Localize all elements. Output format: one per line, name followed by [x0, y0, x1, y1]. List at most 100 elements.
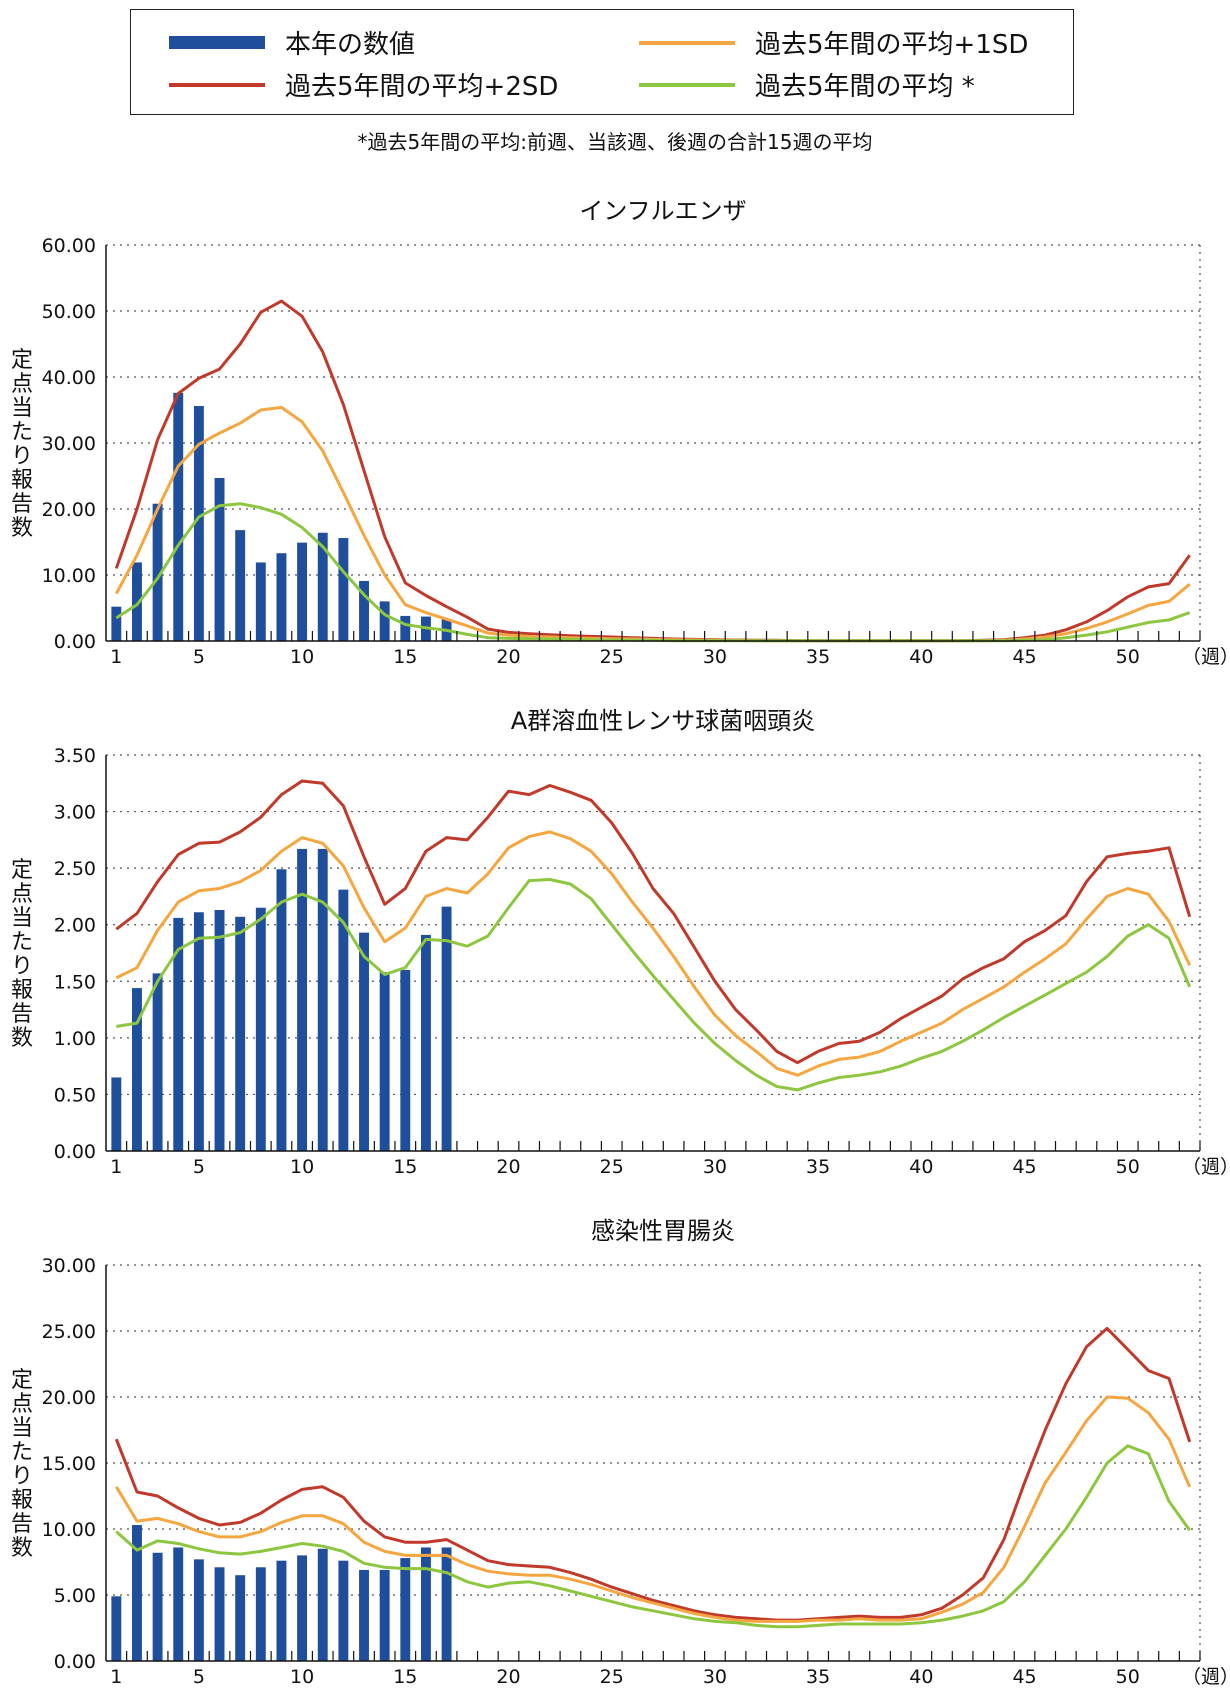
y-tick-label: 50.00 [42, 301, 96, 323]
y-tick-label: 0.50 [54, 1084, 96, 1106]
bar [255, 1567, 266, 1661]
x-tick-label: 50 [1116, 1156, 1140, 1178]
x-tick-label: 25 [600, 646, 624, 668]
x-tick-label: 1 [110, 1666, 122, 1688]
y-tick-label: 20.00 [42, 499, 96, 521]
y-axis-label: 定点当たり報告数 [11, 348, 33, 541]
chart-title: インフルエンザ [579, 197, 746, 225]
y-tick-label: 10.00 [42, 1519, 96, 1541]
chart-2: A群溶血性レンサ球菌咽頭炎 0.00 0.50 1.00 1.50 2.00 2.50 3.0… [11, 707, 1230, 1178]
x-tick-label: 40 [909, 1156, 933, 1178]
x-tick-label: 30 [703, 1156, 727, 1178]
y-tick-label: 0.00 [54, 1141, 96, 1163]
bar [441, 1547, 452, 1661]
bar [214, 477, 225, 641]
legend-label: 過去5年間の平均 * [755, 72, 975, 102]
x-tick-label: 30 [703, 1666, 727, 1688]
y-tick-label: 0.00 [54, 631, 96, 653]
legend-line-swatch [169, 82, 265, 87]
bar [400, 1558, 411, 1661]
bar [297, 1555, 308, 1661]
x-tick-label: 20 [496, 1666, 520, 1688]
bar [235, 916, 246, 1151]
y-tick-label: 15.00 [42, 1453, 96, 1475]
bar [111, 606, 122, 641]
x-tick-label: 40 [909, 1666, 933, 1688]
x-tick-label: 1 [110, 646, 122, 668]
x-tick-label: 35 [806, 646, 830, 668]
bar [317, 532, 328, 641]
x-tick-label: 1 [110, 1156, 122, 1178]
chart-3: 感染性胃腸炎 0.00 5.00 10.00 15.00 20.00 25.00 30.00 定… [11, 1217, 1230, 1688]
y-tick-label: 25.00 [42, 1321, 96, 1343]
y-tick-label: 1.00 [54, 1028, 96, 1050]
bar [379, 601, 390, 641]
bar [111, 1077, 122, 1151]
y-tick-label: 30.00 [42, 433, 96, 455]
y-tick-label: 3.00 [54, 802, 96, 824]
bar [276, 869, 287, 1151]
legend-label: 過去5年間の平均+1SD [755, 30, 1029, 60]
x-tick-label: 10 [290, 646, 314, 668]
y-tick-label: 1.50 [54, 971, 96, 993]
x-tick-label: 5 [193, 1156, 205, 1178]
bar [132, 562, 142, 641]
series-line [115, 1444, 1191, 1629]
bar [359, 1569, 369, 1661]
x-tick-label: 30 [703, 646, 727, 668]
legend-footnote: *過去5年間の平均:前週、当該週、後週の合計15週の平均 [357, 130, 873, 154]
legend-line-swatch [639, 40, 735, 45]
bar [338, 1560, 349, 1661]
bar [152, 973, 163, 1151]
bar [276, 1560, 287, 1661]
bar [132, 1525, 142, 1661]
bar [152, 1552, 163, 1661]
legend-label: 過去5年間の平均+2SD [285, 72, 559, 102]
bar [214, 910, 225, 1151]
bar [400, 969, 411, 1151]
y-tick-label: 60.00 [42, 235, 96, 257]
bar [235, 530, 246, 641]
bar [276, 553, 287, 641]
bar [379, 972, 390, 1151]
x-axis-label: （週） [1182, 1156, 1230, 1178]
y-tick-label: 2.50 [54, 858, 96, 880]
legend-item: 過去5年間の平均+2SD [169, 66, 558, 103]
x-tick-label: 35 [806, 1156, 830, 1178]
bar [173, 1547, 184, 1661]
x-tick-label: 5 [193, 1666, 205, 1688]
y-tick-label: 20.00 [42, 1387, 96, 1409]
legend-item: 過去5年間の平均+1SD [639, 24, 1028, 61]
chart-title: 感染性胃腸炎 [591, 1217, 735, 1245]
series-line [115, 1395, 1192, 1623]
bar [255, 907, 266, 1151]
series-line [115, 830, 1192, 1077]
legend-item: 本年の数値 [169, 24, 415, 61]
x-tick-label: 45 [1012, 1156, 1036, 1178]
x-tick-label: 50 [1116, 646, 1140, 668]
bar [193, 1559, 204, 1661]
chart-1: インフルエンザ 0.00 10.00 20.00 30.00 40.00 50.00 60.0… [11, 197, 1230, 668]
legend-box: 本年の数値 過去5年間の平均+1SD 過去5年間の平均+2SD 過去5年間の平均 * [130, 9, 1074, 115]
x-tick-label: 20 [496, 646, 520, 668]
x-tick-label: 40 [909, 646, 933, 668]
series-line [115, 779, 1192, 1065]
bar [420, 1547, 431, 1661]
bar [338, 538, 349, 641]
y-tick-label: 30.00 [42, 1255, 96, 1277]
series-line [116, 878, 1192, 1092]
bar [132, 988, 142, 1151]
bar [173, 392, 184, 641]
bar [317, 848, 328, 1151]
y-axis-label: 定点当たり報告数 [11, 858, 33, 1051]
bar [400, 615, 411, 641]
x-tick-label: 10 [290, 1156, 314, 1178]
x-tick-label: 45 [1012, 646, 1036, 668]
x-tick-label: 15 [393, 1666, 417, 1688]
bar [193, 406, 204, 641]
chart-title: A群溶血性レンサ球菌咽頭炎 [511, 707, 815, 735]
x-tick-label: 50 [1116, 1666, 1140, 1688]
bar [379, 1569, 390, 1661]
x-tick-label: 5 [193, 646, 205, 668]
